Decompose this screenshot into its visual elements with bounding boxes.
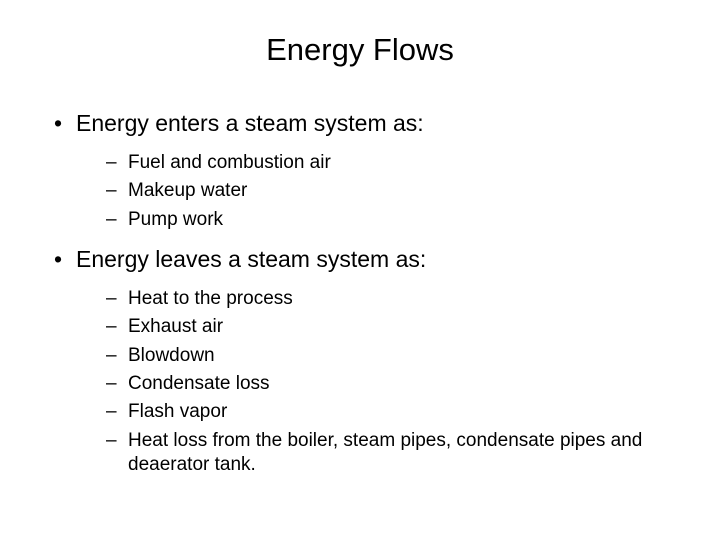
top-bullet-item: Energy leaves a steam system as: Heat to… — [54, 246, 690, 477]
sub-bullet-item: Fuel and combustion air — [106, 151, 690, 175]
sub-bullet-list: Fuel and combustion air Makeup water Pum… — [76, 151, 690, 232]
sub-bullet-item: Heat loss from the boiler, steam pipes, … — [106, 429, 690, 478]
sub-bullet-item: Exhaust air — [106, 315, 690, 339]
top-bullet-list: Energy enters a steam system as: Fuel an… — [30, 110, 690, 477]
sub-bullet-item: Flash vapor — [106, 400, 690, 424]
top-bullet-text: Energy leaves a steam system as: — [76, 246, 426, 272]
slide-title: Energy Flows — [30, 32, 690, 68]
sub-bullet-item: Blowdown — [106, 344, 690, 368]
sub-bullet-item: Pump work — [106, 208, 690, 232]
top-bullet-item: Energy enters a steam system as: Fuel an… — [54, 110, 690, 232]
sub-bullet-item: Heat to the process — [106, 287, 690, 311]
slide: Energy Flows Energy enters a steam syste… — [0, 0, 720, 540]
sub-bullet-item: Condensate loss — [106, 372, 690, 396]
sub-bullet-list: Heat to the process Exhaust air Blowdown… — [76, 287, 690, 477]
top-bullet-text: Energy enters a steam system as: — [76, 110, 424, 136]
sub-bullet-item: Makeup water — [106, 179, 690, 203]
